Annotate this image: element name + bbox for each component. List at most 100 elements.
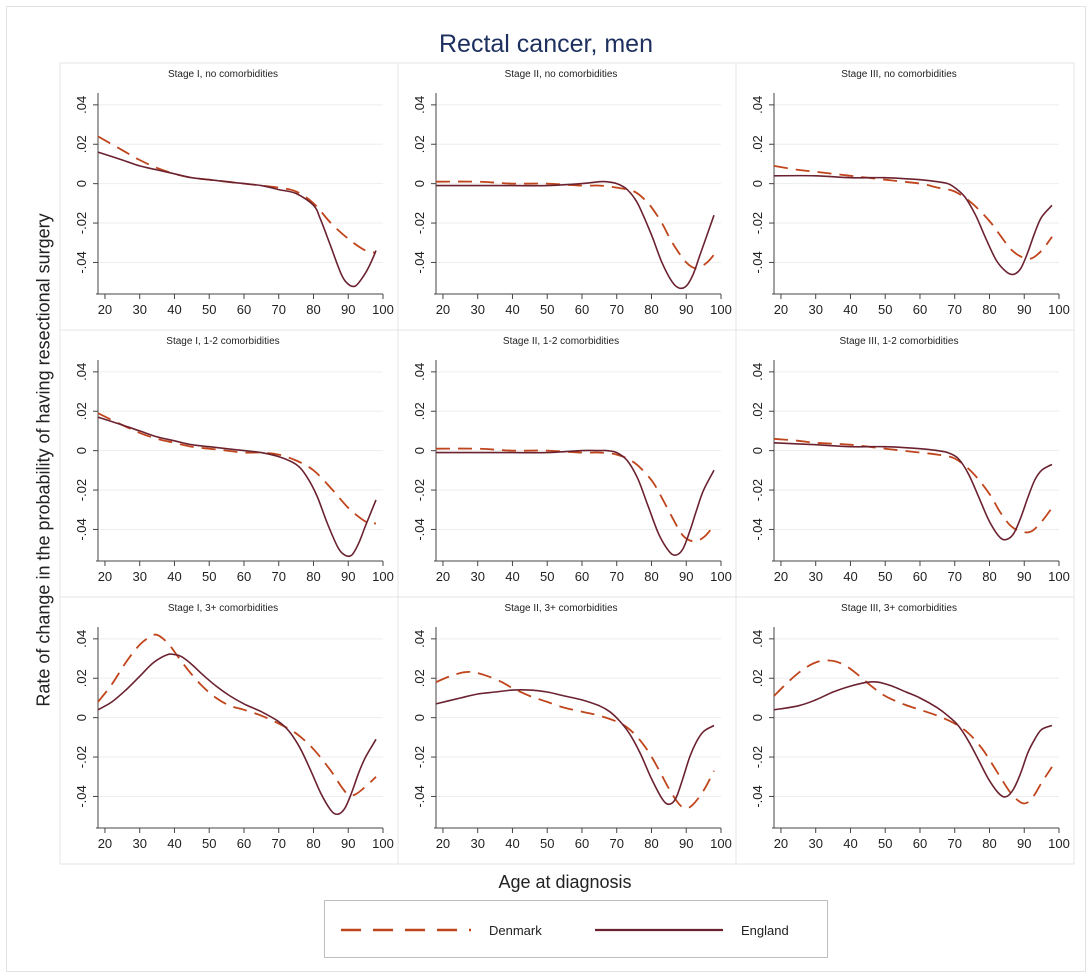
series-line-denmark [97, 135, 377, 254]
panel-title: Stage III, 1-2 comorbidities [840, 336, 959, 347]
y-tick-label: -.02 [750, 212, 765, 234]
panel-border [59, 329, 399, 598]
x-tick-label: 70 [609, 569, 623, 584]
x-tick-label: 90 [679, 569, 693, 584]
x-tick-label: 20 [98, 302, 112, 317]
x-tick-label: 40 [505, 569, 519, 584]
x-tick-label: 70 [947, 302, 961, 317]
series-line-denmark [97, 412, 377, 525]
x-tick-label: 20 [436, 302, 450, 317]
x-tick-label: 90 [1017, 836, 1031, 851]
panel-border [397, 329, 737, 598]
y-tick-label: -.04 [750, 518, 765, 540]
y-tick-label: -.02 [412, 479, 427, 501]
series-line-england [97, 653, 377, 816]
series-line-england [435, 689, 715, 806]
y-tick-label: -.04 [412, 251, 427, 273]
x-tick-label: 40 [505, 302, 519, 317]
x-tick-label: 80 [306, 836, 320, 851]
panel-border [735, 329, 1075, 598]
y-tick-label: -.02 [74, 746, 89, 768]
y-tick-label: -.04 [74, 518, 89, 540]
series-line-denmark [435, 180, 715, 270]
legend: Denmark England [324, 900, 828, 958]
chart-title: Rectal cancer, men [439, 30, 653, 58]
legend-label-england: England [741, 922, 789, 938]
series-line-england [436, 180, 715, 290]
x-tick-label: 40 [167, 836, 181, 851]
x-tick-label: 20 [98, 569, 112, 584]
x-tick-label: 80 [644, 302, 658, 317]
y-tick-label: .02 [74, 669, 89, 687]
x-tick-label: 40 [843, 569, 857, 584]
x-tick-label: 50 [878, 569, 892, 584]
panel-title: Stage I, no comorbidities [168, 69, 278, 80]
y-tick-label: .02 [412, 135, 427, 153]
y-tick-label: -.02 [74, 479, 89, 501]
x-tick-label: 80 [982, 302, 996, 317]
x-tick-label: 30 [808, 569, 822, 584]
x-tick-label: 60 [237, 569, 251, 584]
series-line-denmark [435, 670, 715, 810]
x-tick-label: 100 [710, 836, 732, 851]
x-tick-label: 100 [1048, 836, 1070, 851]
x-tick-label: 60 [237, 836, 251, 851]
x-tick-label: 50 [540, 836, 554, 851]
x-tick-label: 100 [1048, 302, 1070, 317]
y-tick-label: .02 [412, 669, 427, 687]
x-tick-label: 30 [132, 836, 146, 851]
panel-title: Stage II, 3+ comorbidities [504, 603, 617, 614]
y-tick-label: .04 [412, 363, 427, 381]
y-tick-label: .02 [74, 135, 89, 153]
x-tick-label: 30 [470, 302, 484, 317]
x-tick-label: 20 [774, 302, 788, 317]
x-tick-label: 70 [947, 569, 961, 584]
panel-title: Stage III, 3+ comorbidities [841, 603, 957, 614]
legend-item-denmark: Denmark [341, 901, 542, 959]
panel-title: Stage II, 1-2 comorbidities [503, 336, 619, 347]
x-tick-label: 70 [271, 302, 285, 317]
x-tick-label: 90 [679, 836, 693, 851]
x-tick-label: 30 [808, 302, 822, 317]
panel-border [735, 596, 1075, 865]
series-line-england [773, 442, 1053, 541]
y-tick-label: -.02 [750, 746, 765, 768]
x-tick-label: 40 [167, 569, 181, 584]
series-line-denmark [97, 633, 377, 797]
x-tick-label: 20 [436, 569, 450, 584]
x-tick-label: 20 [774, 836, 788, 851]
figure-frame [6, 6, 1086, 972]
x-tick-label: 30 [808, 836, 822, 851]
panel-title: Stage II, no comorbidities [505, 69, 618, 80]
y-tick-label: .04 [74, 96, 89, 114]
y-tick-label: 0 [412, 180, 427, 187]
x-tick-label: 80 [306, 569, 320, 584]
x-tick-label: 90 [341, 569, 355, 584]
x-tick-label: 50 [202, 836, 216, 851]
series-line-england [436, 449, 715, 556]
y-tick-label: 0 [750, 180, 765, 187]
x-tick-label: 80 [982, 569, 996, 584]
x-tick-label: 30 [132, 569, 146, 584]
x-tick-label: 100 [372, 302, 394, 317]
x-tick-label: 80 [306, 302, 320, 317]
y-tick-label: -.04 [750, 785, 765, 807]
series-line-england [97, 151, 377, 288]
x-tick-label: 70 [271, 569, 285, 584]
y-tick-label: .02 [750, 669, 765, 687]
x-axis-label: Age at diagnosis [498, 872, 632, 892]
x-tick-label: 60 [575, 836, 589, 851]
legend-label-denmark: Denmark [489, 922, 542, 938]
x-tick-label: 40 [843, 302, 857, 317]
x-tick-label: 80 [644, 569, 658, 584]
y-tick-label: 0 [412, 447, 427, 454]
y-tick-label: -.04 [412, 518, 427, 540]
y-tick-label: .04 [750, 363, 765, 381]
y-tick-label: 0 [750, 714, 765, 721]
panel-border [735, 62, 1075, 331]
series-line-england [773, 680, 1053, 798]
x-tick-label: 40 [167, 302, 181, 317]
x-tick-label: 50 [878, 836, 892, 851]
x-tick-label: 60 [913, 836, 927, 851]
